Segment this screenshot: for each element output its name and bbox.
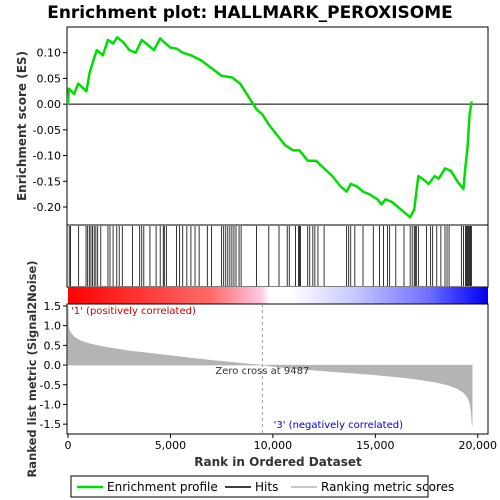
- hits-frame: [66, 224, 489, 288]
- legend: Enrichment profile Hits Ranking metric s…: [70, 475, 454, 498]
- rm-x-axis: 0 5,000 10,000 15,000 20,000: [65, 434, 498, 452]
- es-y-tick-label: 0.05: [37, 72, 62, 85]
- es-y-axis: -0.20 -0.15 -0.10 -0.05 0.00 0.05 0.10: [33, 47, 67, 214]
- enrichment-line-group: [66, 36, 473, 219]
- legend-metric-label: Ranking metric scores: [321, 480, 454, 494]
- es-y-tick-label: -0.10: [33, 150, 61, 163]
- ranked-metric-area: [67, 305, 473, 427]
- es-plot-frame: [66, 26, 489, 226]
- rm-y-tick-label: -1.0: [40, 398, 61, 411]
- es-y-tick-label: -0.15: [33, 175, 61, 188]
- rm-y-tick-label: 0.5: [44, 339, 62, 352]
- hit-ticks: [68, 226, 473, 286]
- ranked-metric-panel: -1.5 -1.0 -0.5 0.0 0.5 1.0 1.5 0 5,000 10,000 15,…: [25, 260, 497, 477]
- chart-title: Enrichment plot: HALLMARK_PEROXISOME: [47, 3, 453, 23]
- rm-x-tick-label: 0: [65, 439, 72, 452]
- rm-x-tick-label: 10,000: [254, 439, 293, 452]
- legend-enrichment-label: Enrichment profile: [107, 480, 218, 494]
- rm-y-tick-label: -1.5: [40, 418, 61, 431]
- es-y-tick-label: -0.05: [33, 124, 61, 137]
- rm-y-tick-label: 1.5: [44, 300, 62, 313]
- ranking-heat-bar: [68, 287, 488, 304]
- es-y-tick-label: 0.10: [37, 47, 62, 60]
- positive-correlation-label: '1' (positively correlated): [71, 306, 196, 317]
- rm-x-axis-label: Rank in Ordered Dataset: [194, 455, 362, 469]
- zero-cross-label: Zero cross at 9487: [215, 366, 309, 377]
- rm-y-axis-label: Ranked list metric (Signal2Noise): [25, 260, 39, 477]
- enrichment-line: [66, 36, 473, 219]
- rm-y-tick-label: 1.0: [44, 320, 62, 333]
- hits-panel: [66, 224, 489, 288]
- es-y-axis-label: Enrichment score (ES): [15, 51, 29, 201]
- rm-y-tick-label: 0.0: [44, 359, 62, 372]
- ranked-metric-area-group: [67, 305, 473, 427]
- legend-hits-label: Hits: [255, 480, 278, 494]
- rm-y-tick-label: -0.5: [40, 379, 61, 392]
- negative-correlation-label: '3' (negatively correlated): [274, 420, 403, 431]
- es-y-tick-label: -0.20: [33, 201, 61, 214]
- rm-x-tick-label: 15,000: [356, 439, 395, 452]
- enrichment-score-panel: -0.20 -0.15 -0.10 -0.05 0.00 0.05 0.10 Enrichm…: [15, 26, 489, 226]
- rm-x-tick-label: 20,000: [459, 439, 498, 452]
- rm-x-tick-label: 5,000: [155, 439, 187, 452]
- rm-y-axis: -1.5 -1.0 -0.5 0.0 0.5 1.0 1.5: [40, 300, 67, 431]
- es-y-tick-label: 0.00: [37, 98, 62, 111]
